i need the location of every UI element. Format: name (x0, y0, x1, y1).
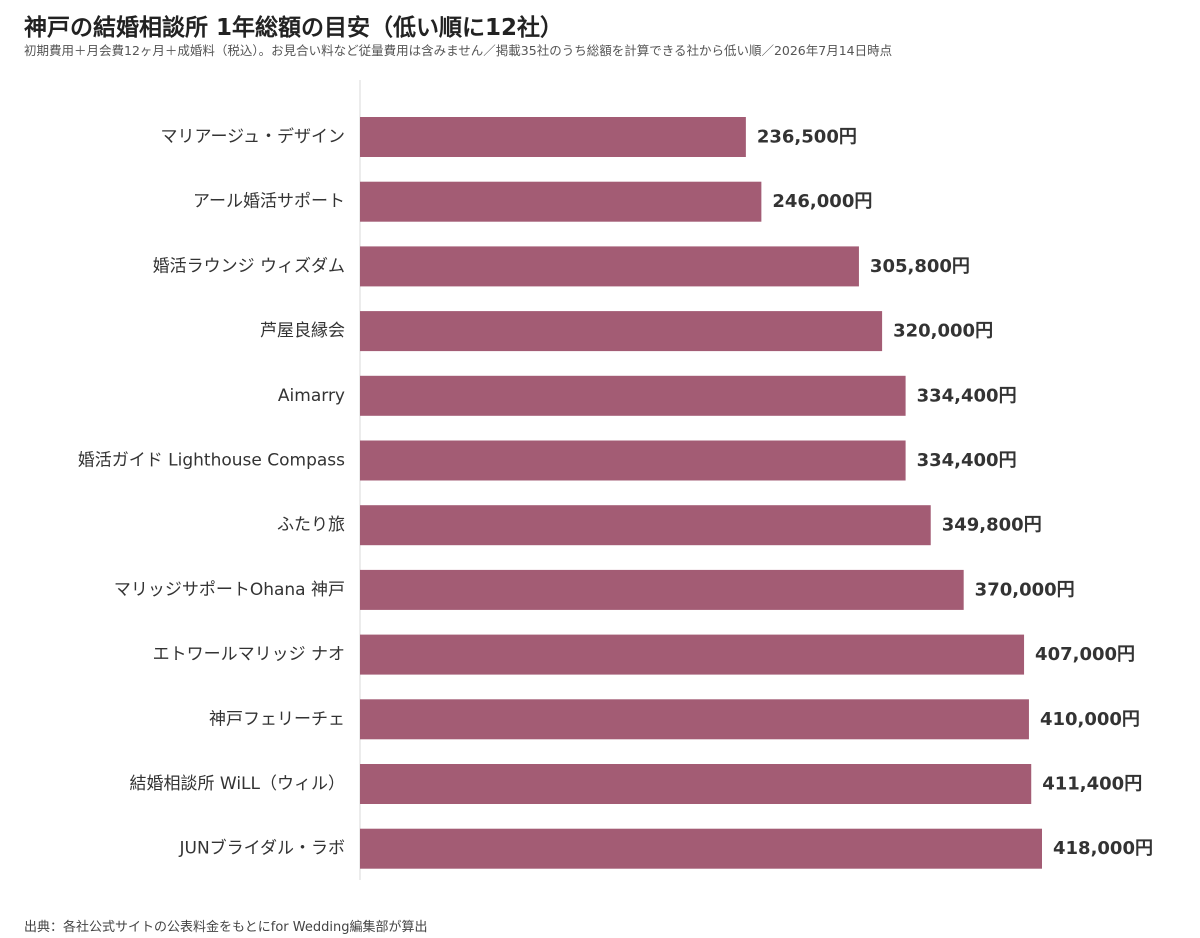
value-label-2: 246,000円 (772, 191, 872, 212)
category-label-4: 芦屋良縁会 (260, 321, 345, 341)
category-label-1: マリアージュ・デザイン (161, 126, 345, 147)
category-label-12: JUNブライダル・ラボ (179, 838, 346, 859)
bar-4 (360, 311, 883, 352)
value-label-9: 407,000円 (1035, 644, 1135, 665)
category-label-3: 婚活ラウンジ ウィズダム (153, 256, 345, 276)
bar-1 (360, 117, 746, 157)
bar-12 (360, 828, 1042, 869)
category-label-7: ふたり旅 (277, 515, 345, 535)
category-label-2: アール婚活サポート (193, 192, 345, 212)
category-label-6: 婚活ガイド Lighthouse Compass (78, 451, 345, 471)
value-label-7: 349,800円 (942, 515, 1042, 536)
bar-6 (360, 440, 906, 481)
bar-3 (360, 246, 859, 287)
value-label-1: 236,500円 (757, 127, 857, 148)
category-label-9: エトワールマリッジ ナオ (153, 645, 345, 665)
chart-title: 神戸の結婚相談所 1年総額の目安（低い順に12社） (24, 15, 564, 41)
category-label-5: Aimarry (278, 386, 345, 406)
bar-10 (360, 699, 1029, 740)
category-label-11: 結婚相談所 WiLL（ウィル） (129, 774, 345, 794)
bar-7 (360, 505, 931, 546)
value-label-5: 334,400円 (917, 385, 1017, 406)
bar-9 (360, 634, 1025, 675)
category-label-10: 神戸フェリーチェ (209, 709, 345, 729)
bar-5 (360, 375, 906, 416)
value-label-4: 320,000円 (893, 321, 993, 342)
chart-subtitle: 初期費用＋月会費12ヶ月＋成婚料（税込）。お見合い料など従量費用は含みません／掲… (24, 43, 893, 58)
category-label-8: マリッジサポートOhana 神戸 (114, 580, 345, 600)
source-note: 出典：各社公式サイトの公表料金をもとにfor Wedding編集部が算出 (24, 920, 428, 935)
bar-11 (360, 764, 1032, 804)
value-label-10: 410,000円 (1040, 709, 1140, 730)
value-label-8: 370,000円 (975, 579, 1075, 600)
value-label-6: 334,400円 (917, 450, 1017, 471)
value-label-12: 418,000円 (1053, 838, 1153, 859)
value-label-3: 305,800円 (870, 256, 970, 277)
value-label-11: 411,400円 (1042, 774, 1142, 795)
bar-2 (360, 181, 762, 222)
bar-8 (360, 569, 964, 610)
